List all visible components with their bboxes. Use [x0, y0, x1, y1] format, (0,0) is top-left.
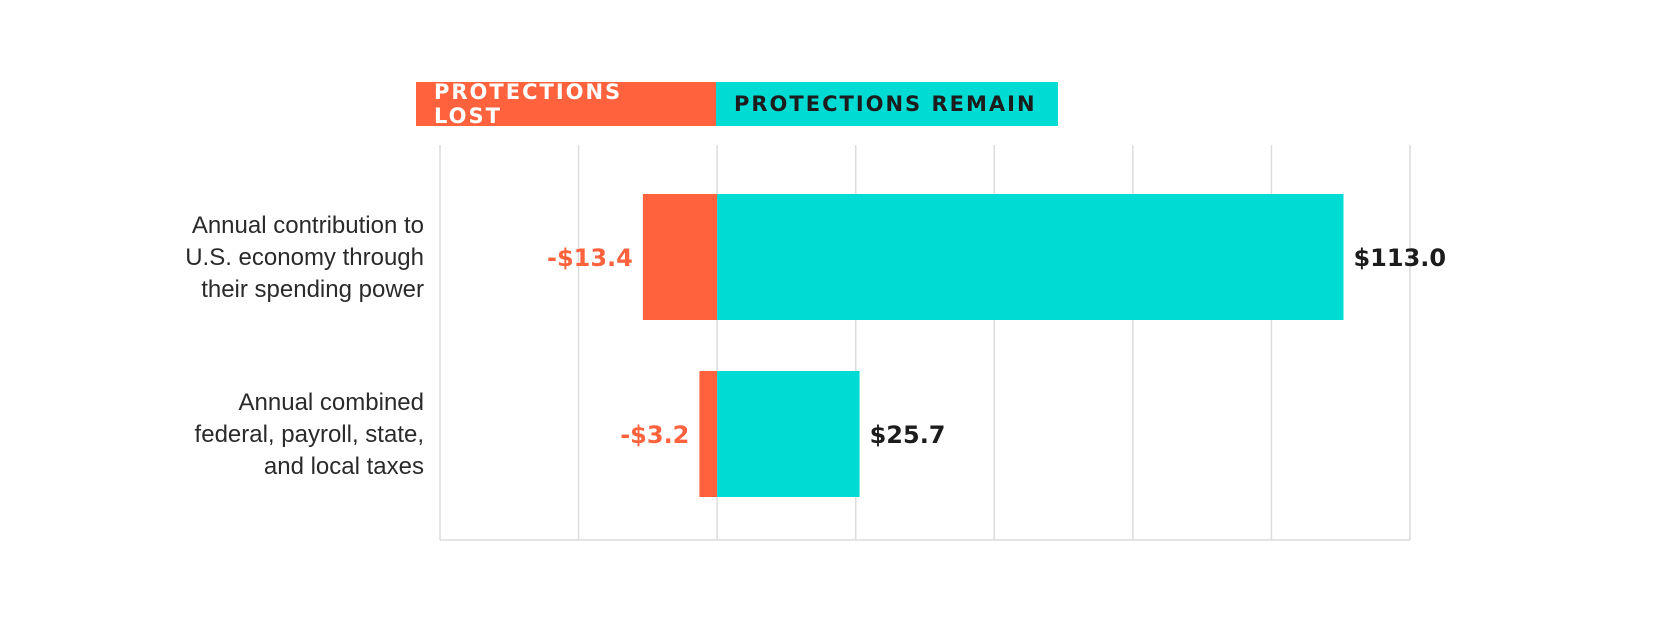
data-label-remain: $25.7	[870, 421, 946, 449]
chart-legend: PROTECTIONS LOST PROTECTIONS REMAIN	[416, 80, 1058, 128]
legend-item-protections-remain: PROTECTIONS REMAIN	[716, 82, 1058, 126]
data-label-lost: -$3.2	[620, 421, 689, 449]
data-label-lost: -$13.4	[547, 244, 633, 272]
bar-protections-remain	[717, 194, 1344, 320]
legend-item-protections-lost: PROTECTIONS LOST	[416, 80, 716, 128]
data-label-remain: $113.0	[1353, 244, 1446, 272]
category-label: Annual contribution to U.S. economy throu…	[185, 212, 424, 303]
bar-protections-lost	[699, 371, 718, 497]
bar-protections-lost	[642, 194, 718, 320]
category-label: Annual combined federal, payroll, state, a…	[195, 389, 424, 480]
bar-protections-remain	[717, 371, 860, 497]
